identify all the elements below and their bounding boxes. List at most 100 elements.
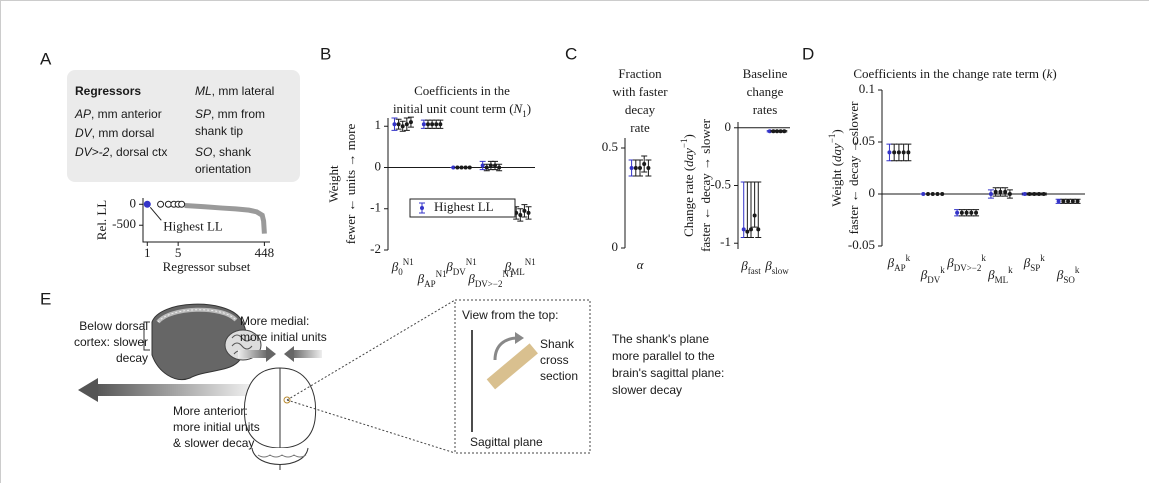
regressor-item: orientation: [195, 162, 251, 176]
x-tick-label: βSPk: [1023, 253, 1046, 273]
point: [926, 192, 930, 196]
y-tick-label: 0.5: [602, 139, 618, 154]
point: [1061, 199, 1065, 203]
text-part: day: [681, 148, 696, 167]
point: [940, 192, 944, 196]
point: [634, 166, 638, 170]
point: [955, 211, 959, 215]
inset-title: View from the top:: [462, 308, 559, 322]
annotation: more initial units: [173, 420, 260, 434]
text-part: rates: [753, 102, 778, 117]
text-part: decay: [625, 102, 656, 117]
legend-symbol: [420, 206, 424, 210]
point: [1057, 199, 1061, 203]
y-tick-label: -1: [720, 234, 731, 249]
panel-label: E: [40, 289, 51, 308]
x-tick-label: βAPN1: [417, 269, 447, 289]
text-part: AP: [894, 263, 906, 273]
text-part: SP: [1030, 263, 1040, 273]
point: [892, 150, 896, 154]
figure: ABCDERegressorsAP, mm anteriorDV, mm dor…: [0, 0, 1149, 483]
y-tick-label: -1: [370, 200, 381, 215]
text-part: ML: [195, 84, 212, 98]
point: [642, 162, 646, 166]
chart-title: initial unit count term (N1): [393, 101, 531, 119]
regressor-item: SO, shank: [195, 145, 252, 159]
text-part: , mm dorsal: [92, 126, 155, 140]
point: [409, 120, 413, 124]
chart-title: change: [747, 84, 784, 99]
point: [1076, 199, 1080, 203]
x-tick-label: α: [637, 257, 645, 272]
point: [434, 122, 438, 126]
chart-title: Baseline: [743, 66, 788, 81]
point: [489, 163, 493, 167]
text-part: k: [1040, 253, 1045, 263]
point: [742, 227, 746, 231]
annotation: Below dorsal: [79, 319, 148, 333]
text-part: k: [1008, 265, 1013, 275]
annotation: more initial units: [240, 330, 327, 344]
text-part: SP: [195, 107, 211, 121]
text-part: DV>-2: [75, 145, 110, 159]
point: [974, 211, 978, 215]
point: [775, 129, 779, 133]
text-part: ML: [995, 275, 1009, 285]
text-part: Fraction: [618, 66, 662, 81]
text-part: with faster: [612, 84, 668, 99]
annotation: Highest LL: [163, 218, 223, 233]
medial-arrow: [292, 350, 322, 358]
point: [401, 124, 405, 128]
annotation: section: [540, 369, 578, 383]
regressor-item: SP, mm from: [195, 107, 265, 121]
point: [438, 122, 442, 126]
point: [497, 166, 501, 170]
regressor-item: AP, mm anterior: [74, 107, 162, 121]
annotation: & slower decay: [173, 436, 254, 450]
x-tick-label: βMLk: [987, 265, 1013, 285]
x-tick-label: βSOk: [1056, 265, 1080, 285]
point: [422, 122, 426, 126]
dorsal-brain: [244, 368, 315, 470]
text-part: faster ← decay → slower: [846, 101, 861, 235]
text-part: DV>−2: [475, 279, 503, 289]
point: [782, 129, 786, 133]
point: [935, 192, 939, 196]
text-part: Change rate (: [681, 167, 696, 237]
chart-title: rate: [630, 120, 650, 135]
y-axis-label: Change rate (day−1): [679, 134, 696, 237]
y-tick-label: -0.5: [710, 176, 731, 191]
annotation: more parallel to the: [612, 349, 715, 363]
annotation: cross: [540, 353, 569, 367]
point: [931, 192, 935, 196]
x-tick-label: βDV>−2k: [946, 253, 986, 273]
x-tick-label: βfast: [740, 258, 761, 276]
point: [485, 166, 489, 170]
text-part: shank tip: [195, 124, 243, 138]
panel-label: D: [802, 44, 814, 63]
anterior-arrow: [78, 378, 98, 402]
text-part: DV: [927, 275, 940, 285]
annotation: More medial:: [240, 314, 309, 328]
x-axis-label: Regressor subset: [163, 259, 251, 274]
text-part: k: [940, 265, 945, 275]
text-part: ): [527, 101, 531, 116]
text-part: DV: [75, 126, 93, 140]
text-part: orientation: [195, 162, 251, 176]
text-part: DV>−2: [954, 263, 982, 273]
annotation: Shank: [540, 337, 575, 351]
text-part: −1: [827, 134, 837, 144]
point: [994, 190, 998, 194]
x-tick-label: β0N1: [391, 257, 414, 277]
text-part: ): [1052, 66, 1056, 81]
x-tick-label: 448: [255, 245, 275, 260]
text-part: Coefficients in the: [414, 83, 510, 98]
chart-title: Coefficients in the: [414, 83, 510, 98]
point: [969, 211, 973, 215]
point: [753, 214, 757, 218]
text-part: , shank: [212, 145, 252, 159]
y-axis-label: Weight: [326, 165, 341, 203]
text-part: 1: [409, 257, 414, 267]
annotation: slower decay: [612, 383, 682, 397]
point: [921, 192, 925, 196]
